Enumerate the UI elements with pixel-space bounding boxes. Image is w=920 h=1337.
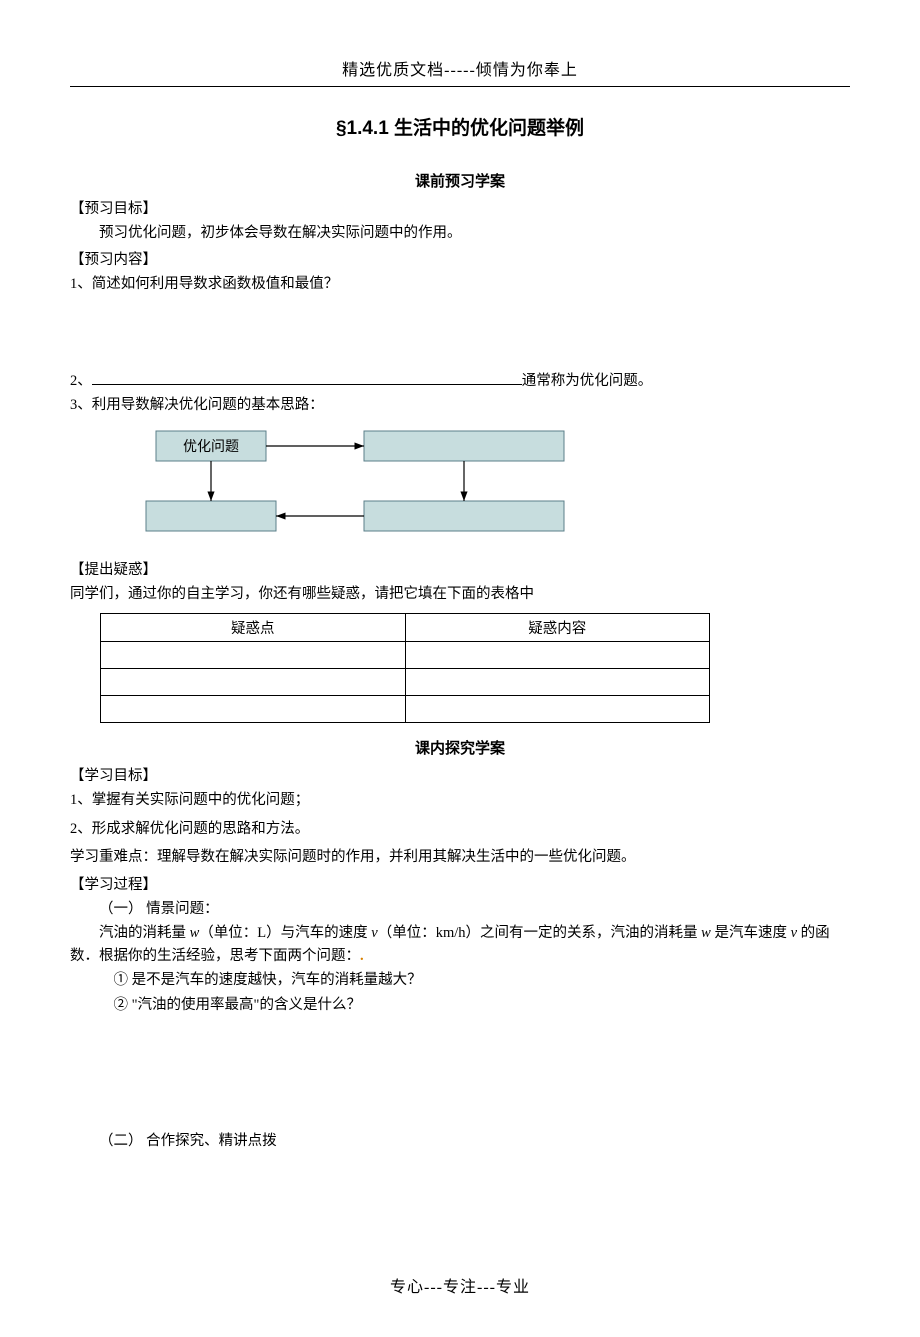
learn-goal-label: 【学习目标】 [70,764,850,785]
table-cell [405,669,710,696]
preview-q3: 3、利用导数解决优化问题的基本思路： [70,394,850,416]
top-header: 精选优质文档-----倾情为你奉上 [70,56,850,87]
document-title: §1.4.1 生活中的优化问题举例 [70,113,850,140]
preview-goal-text: 预习优化问题，初步体会导数在解决实际问题中的作用。 [70,222,850,244]
blank-space-2 [70,1018,850,1128]
doubt-label: 【提出疑惑】 [70,558,850,579]
scenario-q1: ① 是不是汽车的速度越快，汽车的消耗量越大？ [70,969,850,991]
table-header-row: 疑惑点 疑惑内容 [101,614,710,642]
sc-d: 是汽车速度 [711,925,791,941]
learn-g2: 2、形成求解优化问题的思路和方法。 [70,818,850,840]
table-row [101,696,710,723]
doubt-table: 疑惑点 疑惑内容 [100,613,710,723]
page-footer: 专心---专注---专业 [70,1273,850,1297]
col-header-2: 疑惑内容 [405,614,710,642]
sc-b: （单位：L）与汽车的速度 [199,925,371,941]
blank-underline [92,384,522,385]
part1-label: （一） 情景问题： [70,898,850,920]
table-cell [101,669,406,696]
process-label: 【学习过程】 [70,873,850,894]
preview-content-label: 【预习内容】 [70,248,850,269]
table-cell [405,696,710,723]
inclass-header: 课内探究学案 [70,737,850,758]
preview-q1: 1、简述如何利用导数求函数极值和最值？ [70,273,850,295]
var-w-1: w [190,925,200,941]
learn-keypoint: 学习重难点：理解导数在解决实际问题时的作用，并利用其解决生活中的一些优化问题。 [70,846,850,868]
orange-dot-icon: . [360,948,364,964]
q2-prefix: 2、 [70,373,92,389]
table-cell [101,696,406,723]
flowchart-diagram: 优化问题 [116,423,850,548]
sc-a: 汽油的消耗量 [99,925,190,941]
part2-label: （二） 合作探究、精讲点拨 [70,1130,850,1152]
preclass-header: 课前预习学案 [70,170,850,191]
sc-c: （单位：km/h）之间有一定的关系，汽油的消耗量 [378,925,701,941]
col-header-1: 疑惑点 [101,614,406,642]
scenario-text: 汽油的消耗量 w（单位：L）与汽车的速度 v（单位：km/h）之间有一定的关系，… [70,922,850,967]
table-row [101,642,710,669]
var-w-2: w [701,925,711,941]
flowchart-svg: 优化问题 [116,423,596,543]
q2-suffix: 通常称为优化问题。 [522,373,653,389]
table-cell [101,642,406,669]
scenario-q2: ② "汽油的使用率最高"的含义是什么？ [70,994,850,1016]
doubt-text: 同学们，通过你的自主学习，你还有哪些疑惑，请把它填在下面的表格中 [70,583,850,605]
svg-text:优化问题: 优化问题 [183,439,239,455]
blank-space [70,298,850,368]
preview-goal-label: 【预习目标】 [70,197,850,218]
learn-g1: 1、掌握有关实际问题中的优化问题； [70,789,850,811]
table-cell [405,642,710,669]
preview-q2: 2、 通常称为优化问题。 [70,370,850,392]
table-row [101,669,710,696]
